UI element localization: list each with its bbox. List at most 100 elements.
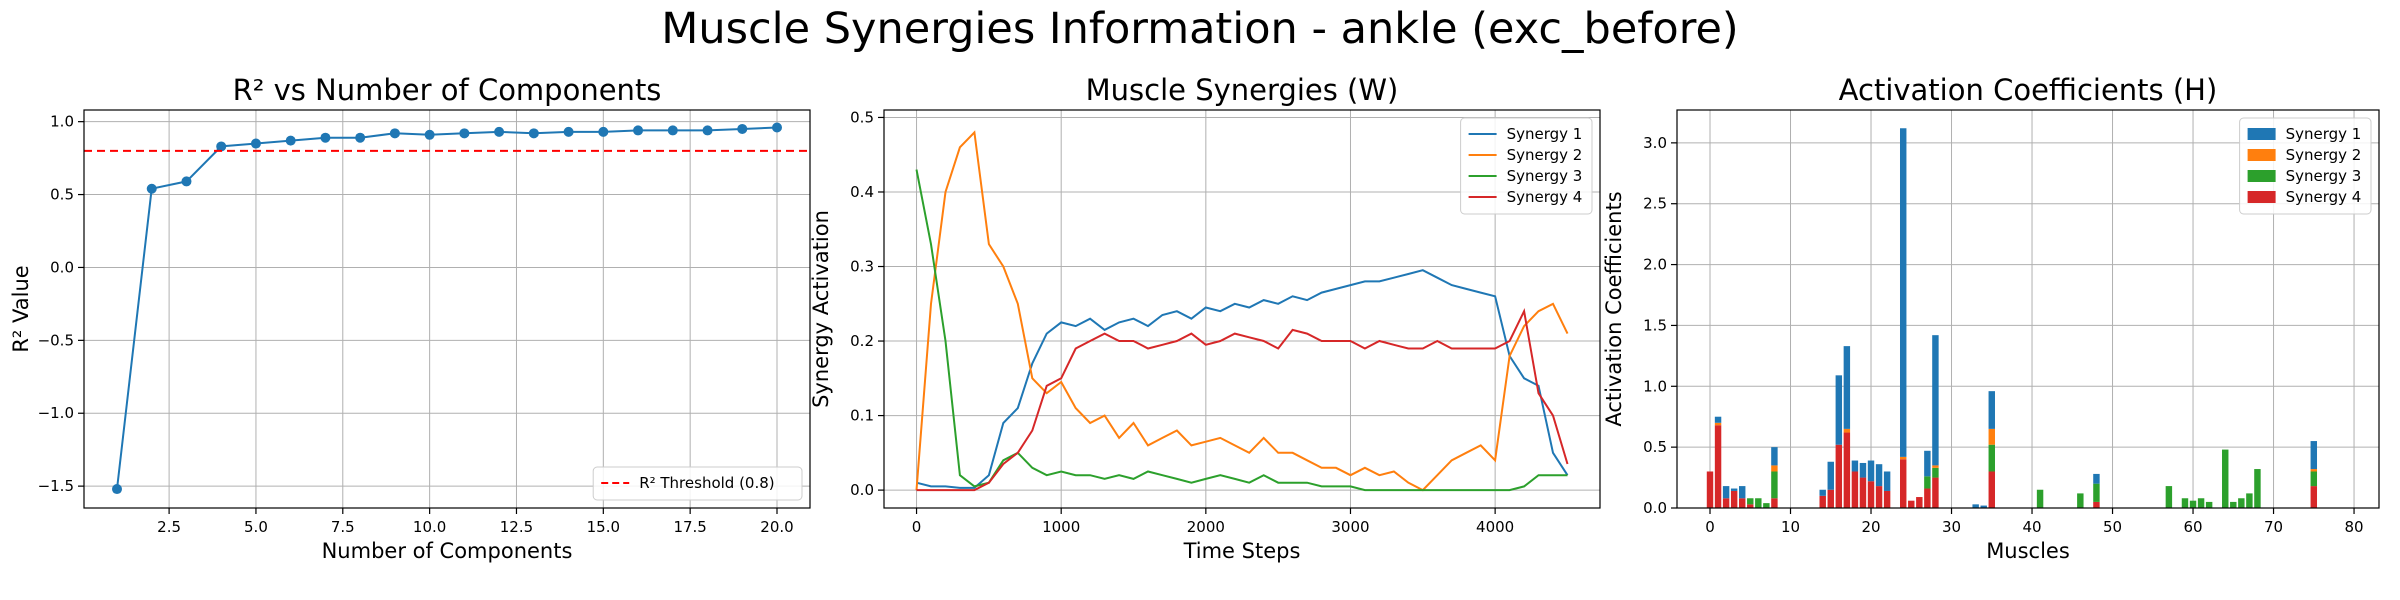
bar-segment <box>1924 488 1931 508</box>
x-tick-label: 10.0 <box>413 518 446 536</box>
y-axis-label: R² Value <box>9 265 33 352</box>
legend-box <box>592 466 803 501</box>
x-axis-label: Number of Components <box>322 539 573 563</box>
data-point <box>702 125 713 136</box>
y-tick-label: −0.5 <box>38 331 74 349</box>
legend: Synergy 1 Synergy 2 Synergy 3 Synergy 4 <box>2239 117 2372 215</box>
bar-segment <box>2310 471 2318 487</box>
bar-segment <box>1730 490 1738 508</box>
chart-panel-2: Muscle Synergies (W) 0 1000 2000 3000 4000 0.0… <box>809 73 1601 563</box>
bar-segment <box>1859 462 1867 478</box>
bar-segment <box>1867 460 1875 482</box>
bar-segment <box>2077 493 2084 508</box>
bar-segment <box>1843 346 1851 429</box>
bar-segment <box>1932 465 1939 468</box>
plot-area <box>84 122 810 495</box>
bar-segment <box>1819 489 1826 496</box>
bar-segment <box>2165 486 2173 508</box>
legend-label: Synergy 4 <box>2286 188 2362 206</box>
bar-segment <box>1738 498 1746 508</box>
x-axis-label: Time Steps <box>1183 539 1301 563</box>
bar-segment <box>1819 495 1826 508</box>
bar-segment <box>1899 128 1907 457</box>
bar-segment <box>2230 501 2237 508</box>
legend-swatch <box>2247 191 2276 203</box>
bar-segment <box>1835 444 1843 508</box>
series-line <box>916 307 1569 492</box>
series-line <box>915 169 1568 492</box>
y-tick-label: 1.0 <box>1643 377 1667 395</box>
data-point <box>737 123 748 134</box>
x-tick-label: 2.5 <box>157 518 181 536</box>
data-point <box>216 141 227 152</box>
y-tick-label: 2.0 <box>1643 256 1667 274</box>
bar-segment <box>1867 481 1875 508</box>
bar-segment <box>2093 473 2100 484</box>
x-tick-label: 2000 <box>1187 518 1225 536</box>
bar-segment <box>2197 498 2205 508</box>
legend-label: Synergy 1 <box>2286 125 2362 143</box>
legend-swatch <box>2247 149 2276 161</box>
series-line <box>915 130 1569 492</box>
bar-segment <box>1771 471 1778 499</box>
legend-box <box>2239 117 2372 215</box>
legend-label: Synergy 3 <box>1507 167 1583 185</box>
plot-frame <box>883 109 1601 509</box>
bar-segment <box>1771 447 1778 466</box>
bar-segment <box>1883 471 1891 491</box>
legend-label: Synergy 4 <box>1507 188 1583 206</box>
y-tick-label: 0.5 <box>50 186 74 204</box>
bar-segment <box>1706 471 1714 508</box>
legend-swatch <box>2247 128 2276 140</box>
x-tick-label: 15.0 <box>587 518 620 536</box>
y-tick-label: −1.5 <box>38 477 74 495</box>
data-point <box>598 126 609 137</box>
data-point <box>146 183 157 194</box>
x-tick-label: 20 <box>1861 518 1880 536</box>
bar-segment <box>2310 486 2318 508</box>
x-tick-label: 50 <box>2103 518 2122 536</box>
bar-segment <box>1755 498 1762 508</box>
x-tick-label: 0 <box>1705 518 1715 536</box>
y-axis-label: Synergy Activation <box>809 210 833 408</box>
x-tick-label: 5.0 <box>244 518 268 536</box>
data-point <box>528 128 539 139</box>
bar-segment <box>1899 459 1907 508</box>
plot-area <box>915 130 1569 492</box>
series-line <box>916 269 1569 489</box>
bar-segment <box>1916 497 1923 508</box>
bar-segment <box>1714 425 1722 508</box>
legend-swatch <box>2247 170 2276 182</box>
bar-segment <box>1924 450 1931 477</box>
x-tick-label: 3000 <box>1331 518 1369 536</box>
bar-segment <box>1843 432 1851 508</box>
y-tick-label: 0.0 <box>850 481 874 499</box>
bar-segment <box>2093 501 2100 508</box>
plot-frame <box>1676 109 2380 509</box>
bar-segment <box>2222 449 2229 508</box>
bar-segment <box>1883 490 1891 508</box>
chart-title: R² vs Number of Components <box>233 73 662 107</box>
bar-segment <box>1738 486 1746 499</box>
bar-segment <box>1730 488 1738 491</box>
bar-segment <box>1835 375 1843 445</box>
y-axis-label: Activation Coefficients <box>1602 191 1626 426</box>
x-tick-label: 30 <box>1942 518 1961 536</box>
data-point <box>112 484 122 495</box>
bar-segment <box>2205 501 2213 508</box>
data-point <box>355 132 366 143</box>
legend-label: R² Threshold (0.8) <box>639 474 774 492</box>
bar-segment <box>1827 489 1834 508</box>
bar-segment <box>2238 498 2245 508</box>
x-tick-label: 60 <box>2183 518 2202 536</box>
series-line <box>116 126 778 490</box>
y-tick-label: 1.5 <box>1643 316 1667 334</box>
bar-segment <box>1988 444 1995 472</box>
y-tick-label: 3.0 <box>1643 134 1667 152</box>
legend-label: Synergy 1 <box>1507 125 1583 143</box>
bar-segment <box>1771 465 1778 472</box>
legend: R² Threshold (0.8) <box>592 466 803 501</box>
data-point <box>285 135 296 146</box>
bar-segment <box>1714 416 1722 423</box>
legend-label: Synergy 2 <box>2286 146 2362 164</box>
